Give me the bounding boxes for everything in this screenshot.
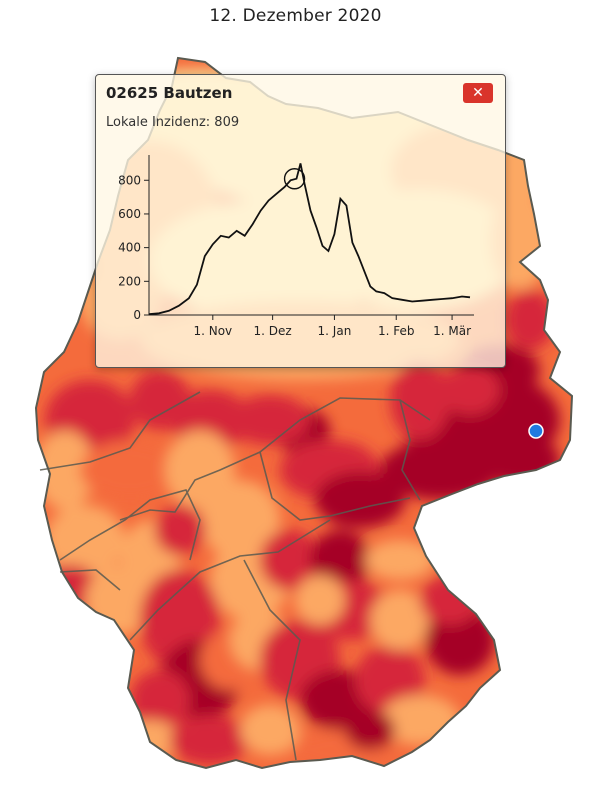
heatmap-blob bbox=[310, 530, 370, 590]
heatmap-blob bbox=[380, 440, 500, 500]
heatmap-blob bbox=[80, 440, 180, 500]
local-incidence: Lokale Inzidenz: 809 bbox=[106, 115, 240, 130]
y-tick: 600 bbox=[118, 207, 149, 221]
x-tick: 1. Nov bbox=[193, 315, 232, 338]
heatmap-blob bbox=[295, 575, 345, 625]
y-tick-label: 200 bbox=[118, 274, 141, 288]
y-tick: 0 bbox=[133, 308, 149, 322]
x-axis: 1. Nov 1. Dez 1. Jan 1. Feb 1. Mär bbox=[149, 314, 474, 338]
x-tick: 1. Mär bbox=[433, 315, 471, 338]
state-borders bbox=[39, 391, 431, 761]
x-tick: 1. Jan bbox=[318, 315, 352, 338]
heatmap-blob bbox=[365, 540, 435, 580]
close-icon: ✕ bbox=[472, 85, 484, 101]
heatmap-blob bbox=[130, 670, 190, 730]
selected-location-marker[interactable] bbox=[528, 423, 544, 439]
y-tick-label: 0 bbox=[133, 308, 141, 322]
heatmap-blob bbox=[440, 365, 500, 415]
y-tick-label: 400 bbox=[118, 241, 141, 255]
x-tick-label: 1. Feb bbox=[378, 324, 415, 338]
popup-title: 02625 Bautzen bbox=[106, 84, 233, 102]
heatmap-blob bbox=[200, 480, 280, 560]
y-tick-label: 600 bbox=[118, 207, 141, 221]
x-tick: 1. Feb bbox=[378, 315, 415, 338]
heatmap-blob bbox=[170, 715, 250, 765]
x-tick: 1. Dez bbox=[254, 315, 292, 338]
heatmap-blob bbox=[480, 435, 560, 485]
region-popup: 02625 Bautzen ✕ Lokale Inzidenz: 809 0 20… bbox=[95, 74, 506, 368]
y-tick: 800 bbox=[118, 173, 149, 187]
x-tick-label: 1. Nov bbox=[193, 324, 232, 338]
x-tick-label: 1. Mär bbox=[433, 324, 471, 338]
x-tick-label: 1. Jan bbox=[318, 324, 352, 338]
heatmap-blob bbox=[345, 710, 395, 750]
heatmap-blob bbox=[505, 290, 555, 350]
heatmap-blob bbox=[260, 530, 320, 590]
heatmap-blob bbox=[240, 705, 300, 755]
heatmap-blob bbox=[45, 505, 125, 575]
incidence-line bbox=[148, 163, 471, 316]
close-button[interactable]: ✕ bbox=[463, 83, 493, 103]
date-title: 12. Dezember 2020 bbox=[209, 6, 382, 26]
y-tick: 200 bbox=[118, 274, 149, 288]
y-tick-label: 800 bbox=[118, 173, 141, 187]
heatmap-blob bbox=[420, 575, 480, 625]
heatmap-blob bbox=[230, 395, 310, 445]
current-date-marker bbox=[283, 168, 306, 190]
y-tick: 400 bbox=[118, 241, 149, 255]
heatmap-blob bbox=[36, 430, 95, 510]
heatmap-blob bbox=[370, 590, 430, 650]
heatmap-blob bbox=[155, 505, 205, 555]
x-tick-label: 1. Dez bbox=[254, 324, 292, 338]
y-axis: 0 200 400 600 800 bbox=[118, 155, 150, 322]
